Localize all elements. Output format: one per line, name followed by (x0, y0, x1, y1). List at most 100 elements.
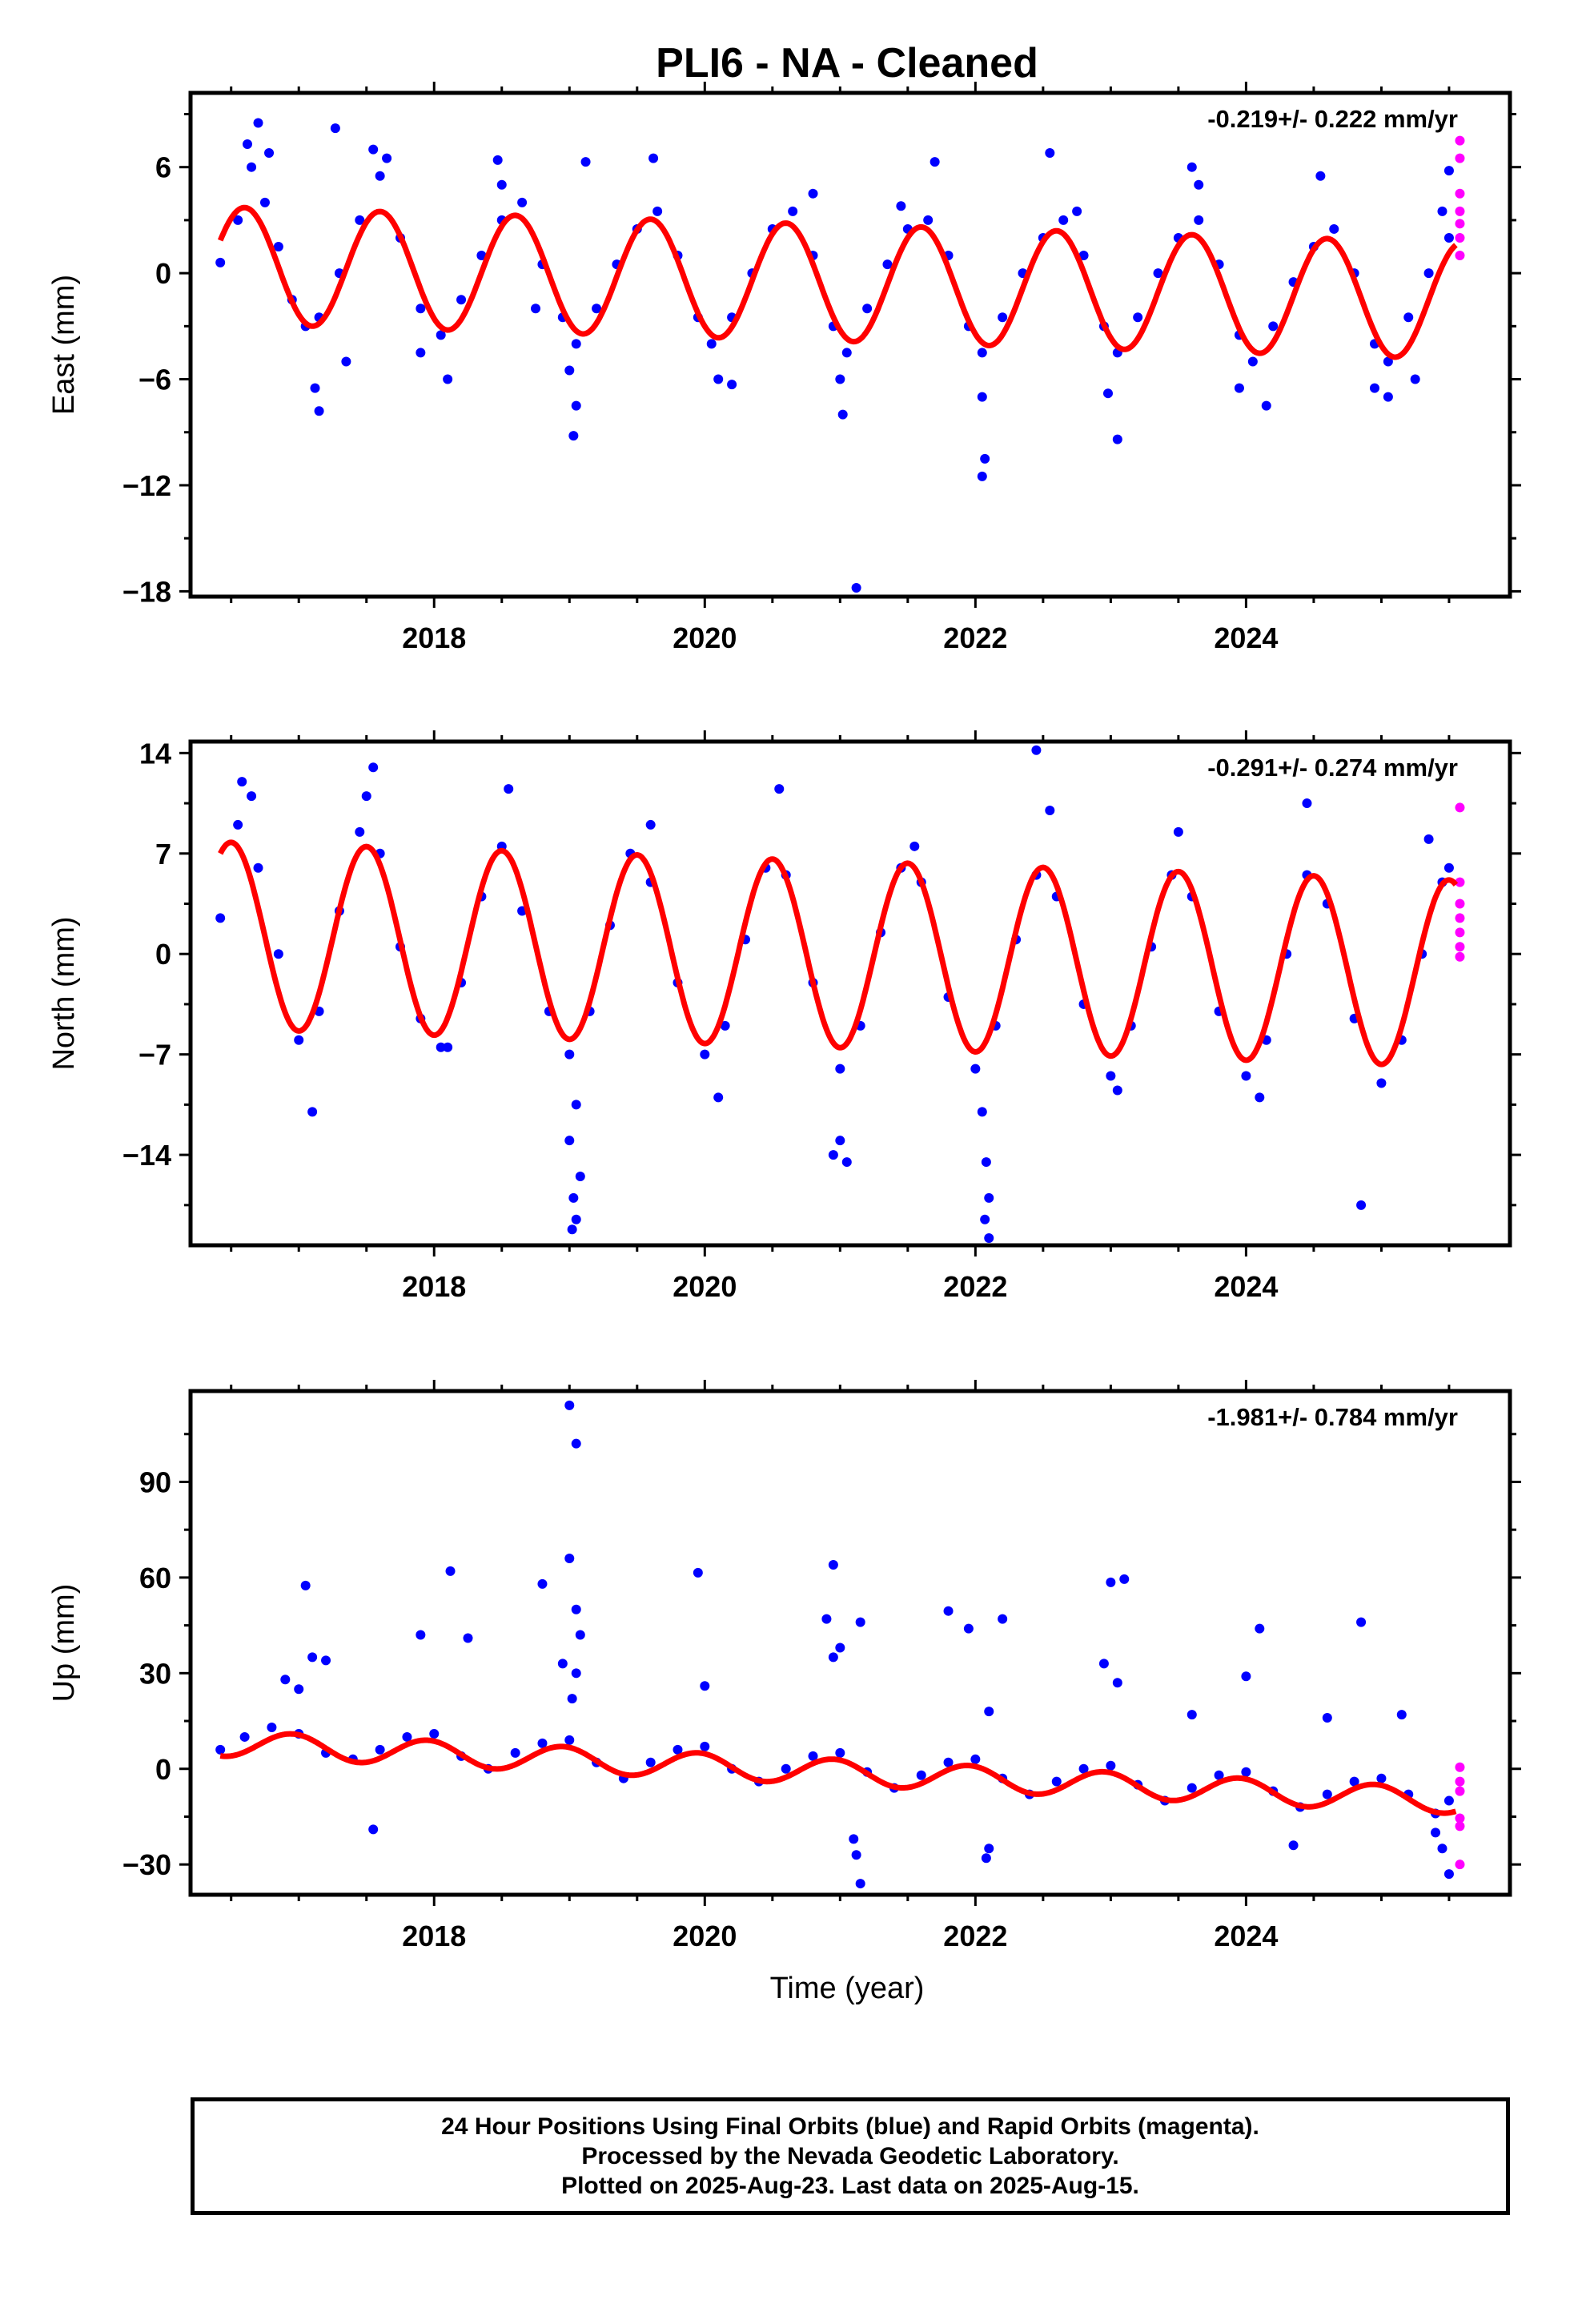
north-final-orbit-point (1106, 1071, 1116, 1081)
up-final-orbit-point (1356, 1617, 1367, 1627)
north-final-orbit-point (575, 1171, 585, 1181)
up-final-orbit-point (402, 1731, 412, 1742)
caption-line-1: 24 Hour Positions Using Final Orbits (bl… (441, 2113, 1259, 2140)
east-final-orbit-point (835, 374, 845, 384)
east-final-orbit-point (1186, 162, 1197, 172)
north-y-tick-label: −7 (139, 1039, 171, 1072)
north-final-orbit-point (828, 1150, 838, 1160)
north-x-tick-label: 2024 (1214, 1270, 1278, 1303)
east-final-orbit-point (727, 380, 737, 390)
up-final-orbit-point (828, 1559, 838, 1570)
east-final-orbit-point (580, 157, 591, 167)
east-final-orbit-point (1153, 268, 1163, 279)
east-final-orbit-point (841, 348, 852, 358)
east-final-orbit-point (1443, 232, 1454, 243)
east-final-orbit-point (977, 348, 987, 358)
east-final-orbit-point (1437, 206, 1447, 216)
east-final-orbit-point (1443, 166, 1454, 176)
east-final-orbit-point (571, 339, 581, 349)
east-final-orbit-point (1410, 374, 1420, 384)
east-final-orbit-point (233, 215, 243, 225)
north-final-orbit-point (294, 1035, 304, 1045)
east-final-orbit-point (247, 162, 257, 172)
east-final-orbit-point (1194, 179, 1204, 190)
up-final-orbit-point (1106, 1577, 1116, 1587)
north-final-orbit-point (1255, 1092, 1265, 1103)
up-final-orbit-point (700, 1741, 710, 1751)
up-final-orbit-point (943, 1606, 954, 1616)
north-final-orbit-point (355, 826, 365, 837)
north-final-orbit-point (571, 1214, 581, 1224)
east-y-tick-label: −18 (122, 575, 171, 608)
up-final-orbit-point (821, 1614, 832, 1624)
up-final-orbit-point (1186, 1710, 1197, 1720)
up-final-orbit-point (1119, 1574, 1130, 1584)
up-final-orbit-point (557, 1659, 568, 1669)
east-final-orbit-point (648, 153, 659, 163)
east-final-orbit-point (273, 242, 283, 252)
east-final-orbit-point (242, 139, 252, 150)
north-final-orbit-point (1241, 1071, 1251, 1081)
north-final-orbit-point (835, 1136, 845, 1146)
east-final-orbit-point (977, 392, 987, 402)
up-final-orbit-point (998, 1614, 1008, 1624)
up-final-orbit-point (855, 1879, 865, 1889)
east-final-orbit-point (310, 383, 320, 393)
east-final-orbit-point (368, 144, 379, 155)
up-final-orbit-point (1241, 1671, 1251, 1682)
east-final-orbit-point (456, 295, 467, 305)
east-x-ticks: 2018 2020 2022 2024 (230, 82, 1451, 654)
up-plot-frame (188, 1389, 1512, 1897)
up-final-orbit-point (849, 1834, 859, 1844)
up-final-orbit-point (1349, 1776, 1359, 1787)
up-final-orbit-point (700, 1681, 710, 1691)
north-final-orbit-point (981, 1157, 991, 1168)
east-final-orbit-point (571, 400, 581, 411)
up-y-tick-label: 30 (139, 1657, 171, 1690)
up-final-orbit-point (981, 1853, 991, 1864)
up-x-tick-label: 2018 (402, 1920, 466, 1952)
north-y-ticks: −14 −7 0 7 14 (122, 737, 1521, 1207)
up-final-orbit-point (984, 1844, 994, 1854)
north-rapid-orbit-point (1455, 899, 1465, 909)
east-x-tick-label: 2022 (943, 621, 1007, 654)
up-y-ticks: −30 0 30 60 90 (122, 1433, 1521, 1881)
up-final-orbit-point (416, 1630, 426, 1640)
up-final-orbit-point (1241, 1767, 1251, 1777)
east-final-orbit-point (443, 374, 453, 384)
up-final-orbit-point (1214, 1770, 1224, 1780)
north-final-orbit-point (774, 784, 785, 794)
east-final-orbit-point (476, 251, 487, 261)
east-final-orbit-point (1133, 312, 1143, 323)
east-final-orbit-point (713, 374, 724, 384)
up-scatter-points (215, 1400, 1465, 1889)
up-rapid-orbit-point (1455, 1813, 1465, 1823)
east-y-tick-label: −6 (139, 364, 171, 396)
up-final-orbit-point (1322, 1713, 1332, 1723)
up-final-orbit-point (1322, 1789, 1332, 1799)
up-final-orbit-point (294, 1684, 304, 1695)
east-final-orbit-point (375, 171, 385, 181)
east-rapid-orbit-point (1455, 188, 1465, 199)
east-final-orbit-point (1383, 392, 1393, 402)
north-final-orbit-point (564, 1136, 575, 1146)
up-final-orbit-point (855, 1617, 865, 1627)
east-final-orbit-point (1315, 171, 1326, 181)
north-final-orbit-point (247, 791, 257, 802)
east-final-orbit-point (837, 409, 848, 420)
up-x-ticks: 2018 2020 2022 2024 (230, 1380, 1451, 1952)
caption-line-3: Plotted on 2025-Aug-23. Last data on 202… (561, 2173, 1139, 2199)
up-final-orbit-point (571, 1438, 581, 1449)
north-model-curve (218, 839, 1459, 1068)
east-plot-frame (188, 90, 1512, 599)
east-model-curve (217, 204, 1458, 360)
caption-box: 24 Hour Positions Using Final Orbits (bl… (191, 2097, 1510, 2215)
up-final-orbit-point (510, 1747, 520, 1758)
up-final-orbit-point (537, 1738, 548, 1748)
up-final-orbit-point (781, 1763, 791, 1774)
north-final-orbit-point (1423, 834, 1434, 844)
north-final-orbit-point (571, 1100, 581, 1110)
east-final-orbit-point (1078, 251, 1089, 261)
north-final-orbit-point (1173, 826, 1183, 837)
north-final-orbit-point (984, 1233, 994, 1244)
